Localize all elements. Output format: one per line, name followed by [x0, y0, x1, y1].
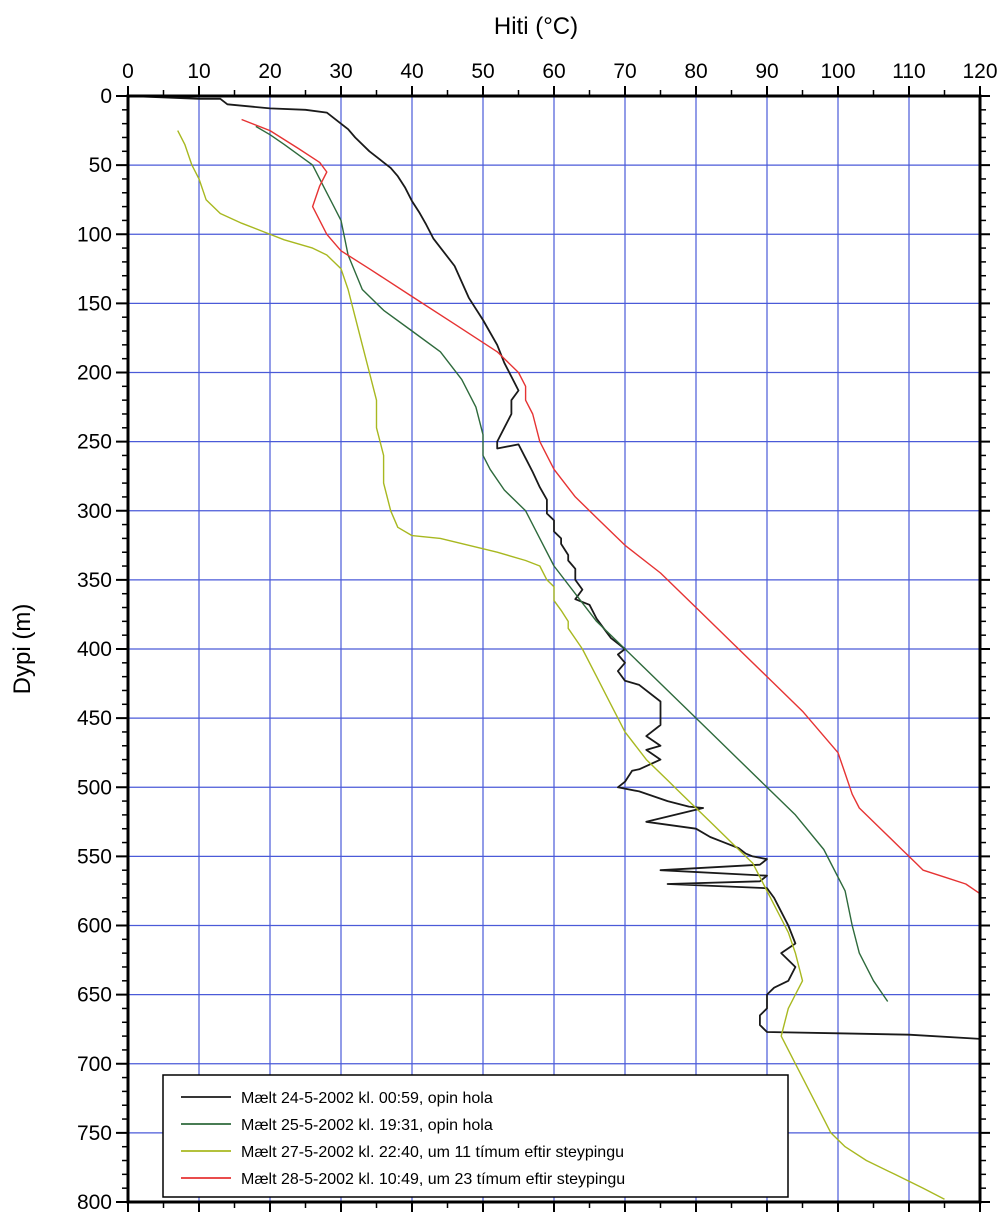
y-tick-label: 250 [77, 431, 112, 454]
y-tick-label: 150 [77, 292, 112, 315]
series-line-3 [177, 130, 945, 1200]
y-tick-label: 100 [77, 223, 112, 246]
y-tick-label: 500 [77, 776, 112, 799]
x-tick-label: 20 [258, 60, 281, 83]
x-tick-labels: 0 10 20 30 40 50 60 70 80 90 100 110 120 [122, 60, 997, 83]
y-tick-label: 400 [77, 638, 112, 661]
x-tick-label: 50 [471, 60, 494, 83]
legend-label-4: Mælt 28-5-2002 kl. 10:49, um 23 tímum ef… [241, 1171, 625, 1188]
y-tick-label: 300 [77, 500, 112, 523]
x-tick-label: 40 [400, 60, 423, 83]
y-tick-label: 800 [77, 1191, 112, 1212]
x-tick-label: 70 [613, 60, 636, 83]
legend-box [162, 1074, 789, 1198]
x-tick-label: 120 [962, 60, 997, 83]
x-tick-label: 100 [820, 60, 855, 83]
x-tick-label: 30 [329, 60, 352, 83]
y-tick-label: 700 [77, 1053, 112, 1076]
y-tick-label: 650 [77, 984, 112, 1007]
x-tick-label: 90 [755, 60, 778, 83]
y-tick-labels: 0 50 100 150 200 250 300 350 400 450 500 550 600 650 7… [77, 85, 112, 1212]
plot-frame [126, 94, 982, 1204]
grid-lines [128, 96, 980, 1202]
x-tick-label: 60 [542, 60, 565, 83]
y-tick-label: 550 [77, 845, 112, 868]
y-axis-title: Dypi (m) [9, 604, 36, 695]
legend: Mælt 24-5-2002 kl. 00:59, opin hola Mælt … [162, 1074, 789, 1198]
x-tick-label: 110 [892, 60, 925, 83]
y-tick-label: 0 [100, 85, 112, 108]
y-tick-label: 750 [77, 1122, 112, 1145]
y-tick-label: 350 [77, 569, 112, 592]
series-lines [127, 95, 981, 1200]
legend-label-1: Mælt 24-5-2002 kl. 00:59, opin hola [241, 1090, 493, 1107]
x-axis-title: Hiti (°C) [494, 13, 578, 40]
y-tick-label: 600 [77, 915, 112, 938]
x-tick-label: 10 [187, 60, 210, 83]
x-tick-label: 80 [684, 60, 707, 83]
series-line-4 [241, 118, 981, 895]
y-tick-label: 450 [77, 707, 112, 730]
legend-label-2: Mælt 25-5-2002 kl. 19:31, opin hola [241, 1117, 493, 1134]
series-line-2 [255, 125, 889, 1002]
y-tick-label: 50 [89, 154, 112, 177]
x-tick-label: 0 [122, 60, 134, 83]
legend-label-3: Mælt 27-5-2002 kl. 22:40, um 11 tímum ef… [241, 1144, 624, 1161]
y-tick-label: 200 [77, 362, 112, 385]
